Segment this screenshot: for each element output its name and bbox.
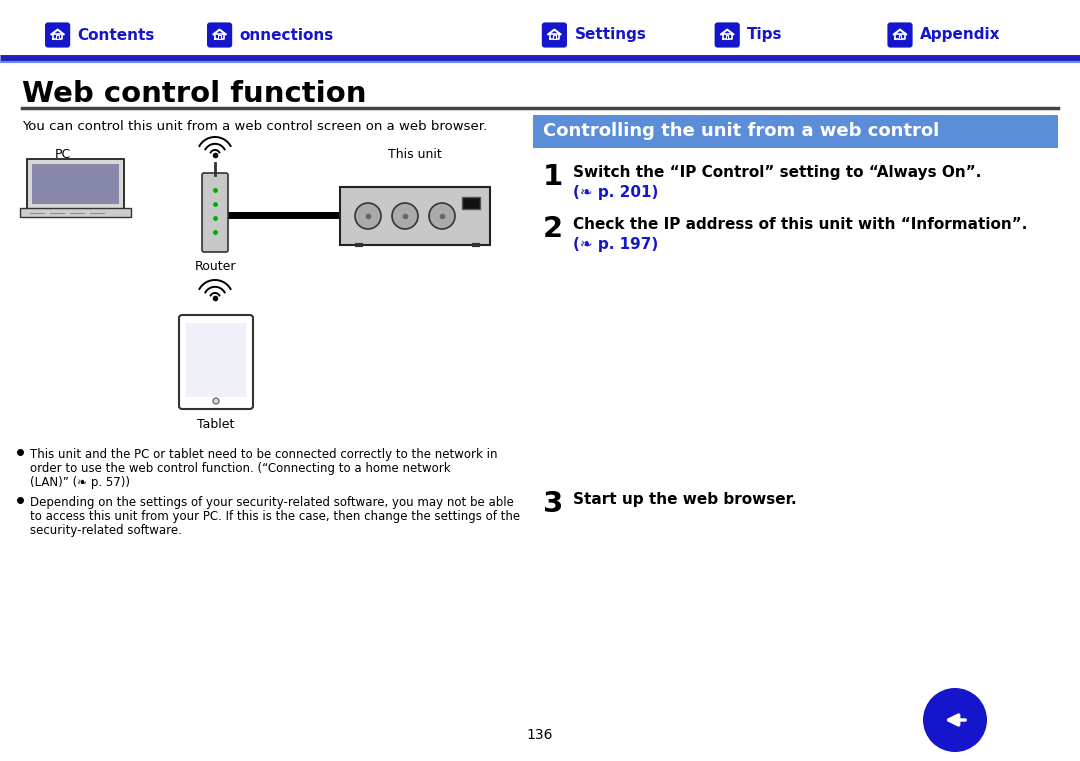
- FancyBboxPatch shape: [27, 159, 124, 209]
- Text: This unit: This unit: [388, 148, 442, 161]
- Circle shape: [429, 203, 455, 229]
- FancyBboxPatch shape: [726, 35, 728, 39]
- Circle shape: [923, 688, 987, 752]
- FancyBboxPatch shape: [186, 323, 246, 397]
- Text: Router: Router: [194, 260, 235, 273]
- Text: (LAN)” (❧ p. 57)): (LAN)” (❧ p. 57)): [30, 476, 130, 489]
- Text: This unit and the PC or tablet need to be connected correctly to the network in: This unit and the PC or tablet need to b…: [30, 448, 498, 461]
- Text: 2: 2: [543, 215, 563, 243]
- Text: Settings: Settings: [575, 27, 646, 43]
- Text: order to use the web control function. (“Connecting to a home network: order to use the web control function. (…: [30, 462, 450, 475]
- Text: 3: 3: [543, 490, 564, 518]
- Text: Check the IP address of this unit with “Information”.: Check the IP address of this unit with “…: [573, 217, 1027, 232]
- FancyBboxPatch shape: [534, 115, 1058, 148]
- Text: security-related software.: security-related software.: [30, 524, 181, 537]
- Text: Contents: Contents: [78, 27, 154, 43]
- Text: 1: 1: [543, 163, 564, 191]
- FancyBboxPatch shape: [202, 173, 228, 252]
- FancyBboxPatch shape: [542, 22, 567, 48]
- Text: Appendix: Appendix: [920, 27, 1000, 43]
- FancyBboxPatch shape: [899, 35, 901, 39]
- FancyBboxPatch shape: [340, 187, 490, 245]
- Text: Controlling the unit from a web control: Controlling the unit from a web control: [543, 123, 940, 141]
- Text: PC: PC: [55, 148, 71, 161]
- FancyBboxPatch shape: [207, 22, 232, 48]
- FancyBboxPatch shape: [553, 35, 555, 39]
- FancyBboxPatch shape: [715, 22, 740, 48]
- FancyBboxPatch shape: [45, 22, 70, 48]
- Text: Tips: Tips: [747, 27, 783, 43]
- Text: to access this unit from your PC. If this is the case, then change the settings : to access this unit from your PC. If thi…: [30, 510, 521, 523]
- FancyBboxPatch shape: [21, 208, 131, 218]
- Text: onnections: onnections: [240, 27, 334, 43]
- Text: (❧ p. 197): (❧ p. 197): [573, 237, 658, 252]
- Text: (❧ p. 201): (❧ p. 201): [573, 185, 659, 200]
- FancyBboxPatch shape: [462, 197, 480, 209]
- Text: Start up the web browser.: Start up the web browser.: [573, 492, 797, 507]
- FancyBboxPatch shape: [179, 315, 253, 409]
- Text: Depending on the settings of your security-related software, you may not be able: Depending on the settings of your securi…: [30, 496, 514, 509]
- Text: Web control function: Web control function: [22, 80, 366, 108]
- Text: You can control this unit from a web control screen on a web browser.: You can control this unit from a web con…: [22, 120, 487, 133]
- Text: 136: 136: [527, 728, 553, 742]
- Text: Switch the “IP Control” setting to “Always On”.: Switch the “IP Control” setting to “Alwa…: [573, 165, 982, 180]
- FancyBboxPatch shape: [888, 22, 913, 48]
- Circle shape: [355, 203, 381, 229]
- Text: Tablet: Tablet: [198, 418, 234, 431]
- FancyBboxPatch shape: [32, 164, 119, 204]
- Circle shape: [392, 203, 418, 229]
- Circle shape: [213, 398, 219, 404]
- FancyBboxPatch shape: [218, 35, 221, 39]
- FancyBboxPatch shape: [56, 35, 59, 39]
